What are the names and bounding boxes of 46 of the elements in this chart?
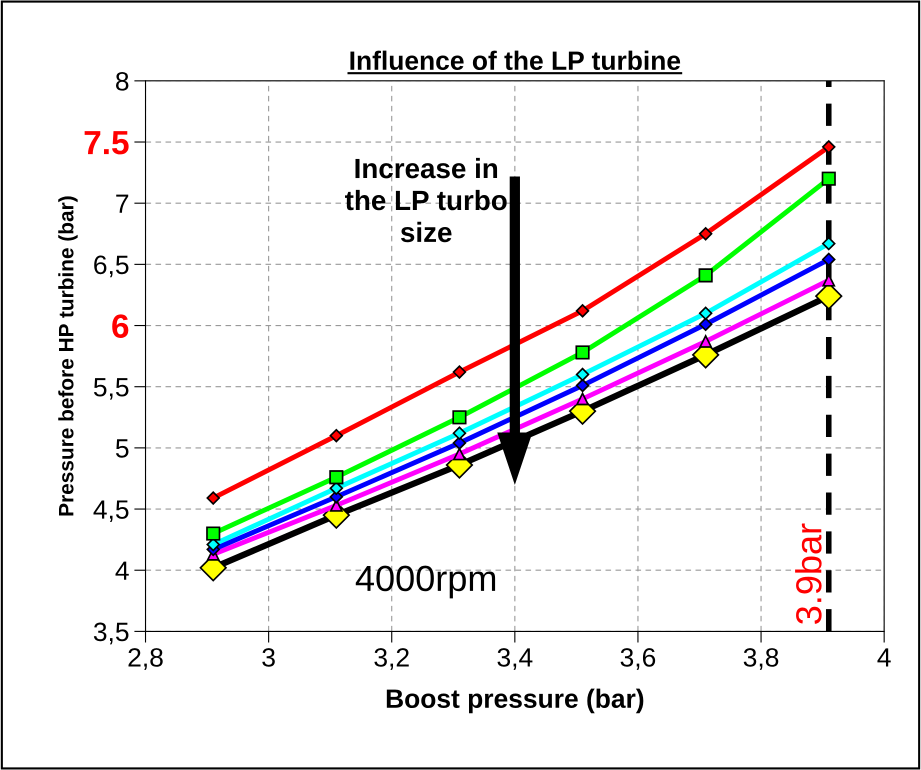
y-tick-label: 7.5 [84,131,129,154]
point [698,268,713,282]
point [822,252,836,266]
point [329,470,344,484]
annotation: 4000rpm [356,566,496,598]
point [576,368,590,382]
y-tick-label: 6 [112,314,128,338]
point [576,392,589,406]
x-tick-label: 3,8 [744,648,778,670]
point [206,526,220,541]
point [698,227,712,241]
point [452,365,466,379]
point [698,318,712,332]
x-tick-label: 3 [262,648,275,667]
y-tick-label: 4 [115,562,129,580]
point [452,426,466,440]
point [576,304,590,318]
x-tick-label: 3,2 [374,648,409,670]
y-tick-label: 5 [116,439,128,458]
point [453,448,466,460]
y-tick-label: 5,5 [94,378,128,400]
y-tick-label: 6,5 [94,256,128,278]
y-tick-label: 8 [116,72,128,91]
x-tick-label: 2,8 [128,648,163,670]
x-tick-label: 3,6 [620,648,656,670]
y-tick-label: 7 [116,194,128,213]
point [698,306,712,320]
x-axis-title: Boost pressure (bar) [386,688,644,714]
ref-line-label: 3.9bar [795,523,822,624]
point [576,378,590,392]
point [699,335,712,348]
y-tick-label: 4,5 [93,500,128,522]
point [330,428,344,442]
point [452,436,466,450]
y-tick-label: 3,5 [94,622,128,644]
annotation: Increase in the LP turbo size [345,158,507,242]
x-tick-label: 4 [877,648,891,666]
chart-title: Influence of the LP turbine [350,50,680,70]
x-tick-label: 3,4 [498,648,532,670]
point [822,236,836,250]
point [452,410,467,424]
point [575,345,590,360]
y-axis-title: Pressure before HP turbine (bar) [58,196,78,516]
point [822,172,836,186]
point [206,491,220,505]
point [822,140,836,154]
